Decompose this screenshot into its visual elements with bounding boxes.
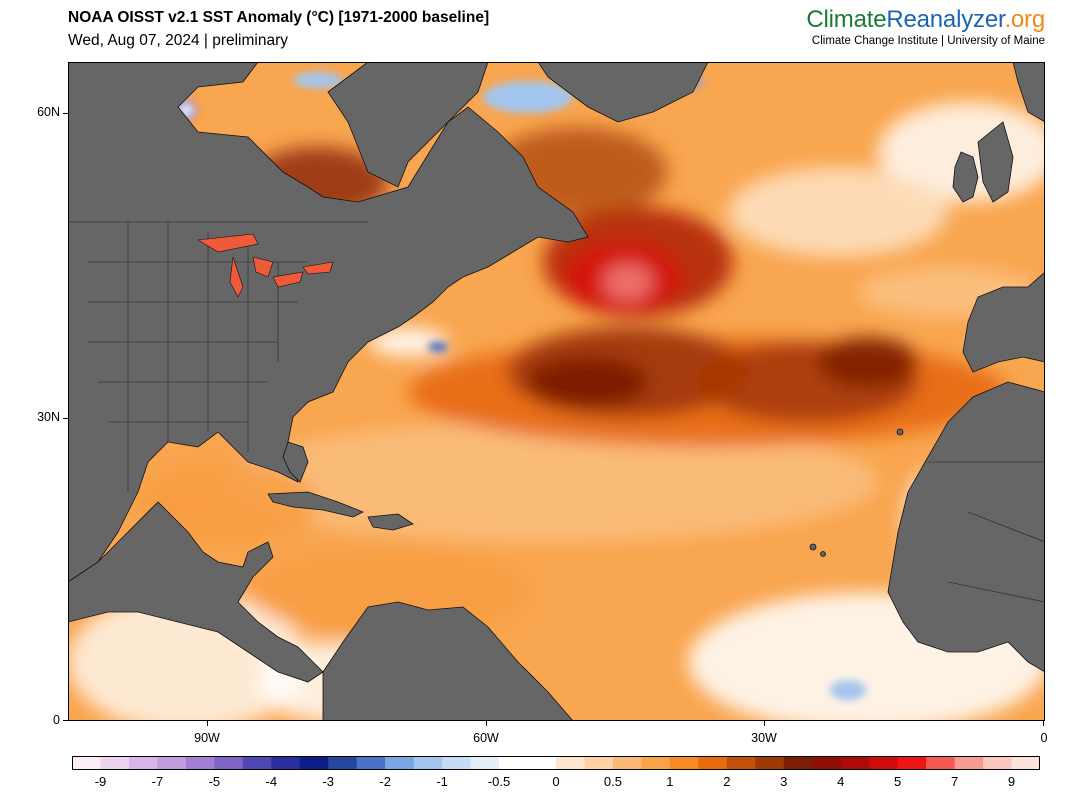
lat-tick-0 <box>63 720 68 721</box>
colorbar-swatch <box>983 756 1013 770</box>
colorbar-label: 2 <box>723 774 731 789</box>
colorbar-border <box>72 756 1040 770</box>
brand-block[interactable]: ClimateReanalyzer.org Climate Change Ins… <box>806 6 1045 47</box>
chart-title: NOAA OISST v2.1 SST Anomaly (°C) [1971-2… <box>68 9 490 26</box>
colorbar-swatch <box>584 756 614 770</box>
colorbar-label: -3 <box>322 774 335 789</box>
colorbar-swatch <box>356 756 386 770</box>
colorbar-label: 4 <box>837 774 845 789</box>
brand-logo-reanalyzer: Reanalyzer <box>886 6 1005 33</box>
colorbar-swatch <box>214 756 244 770</box>
colorbar-swatch <box>1011 756 1040 770</box>
colorbar-label: 0 <box>552 774 560 789</box>
colorbar-label: -0.5 <box>487 774 511 789</box>
colorbar-swatch <box>413 756 443 770</box>
colorbar-swatch <box>840 756 870 770</box>
colorbar-label: 5 <box>894 774 902 789</box>
lon-label-30w: 30W <box>751 731 777 745</box>
land-masses <box>68 62 1045 721</box>
colorbar-label: 9 <box>1007 774 1016 789</box>
colorbar-label: -9 <box>94 774 107 789</box>
colorbar-swatch <box>128 756 158 770</box>
colorbar-label: 0.5 <box>603 774 622 789</box>
lon-tick-90w <box>207 721 208 726</box>
colorbar-swatch <box>612 756 642 770</box>
lon-label-60w: 60W <box>473 731 499 745</box>
brand-logo-org: .org <box>1004 6 1045 33</box>
colorbar-swatch <box>869 756 899 770</box>
lon-tick-60w <box>486 721 487 726</box>
colorbar-swatch <box>897 756 927 770</box>
colorbar-swatch <box>100 756 130 770</box>
colorbar <box>72 756 1040 770</box>
colorbar-swatch <box>385 756 415 770</box>
colorbar-label: -4 <box>265 774 278 789</box>
great-lakes <box>197 233 334 298</box>
colorbar-swatch <box>926 756 956 770</box>
colorbar-swatch <box>185 756 215 770</box>
colorbar-swatch <box>499 756 529 770</box>
brand-tagline: Climate Change Institute | University of… <box>811 35 1045 47</box>
colorbar-swatch <box>812 756 842 770</box>
colorbar-swatch <box>442 756 472 770</box>
colorbar-label: 3 <box>780 774 788 789</box>
map-canvas <box>68 62 1045 721</box>
colorbar-swatch <box>698 756 728 770</box>
colorbar-label: -1 <box>436 774 448 789</box>
lat-label-0: 0 <box>53 713 60 727</box>
colorbar-swatch <box>242 756 272 770</box>
colorbar-swatch <box>641 756 671 770</box>
colorbar-swatch <box>328 756 358 770</box>
lat-label-60n: 60N <box>37 105 60 119</box>
lon-tick-0 <box>1043 721 1044 726</box>
lat-tick-60n <box>63 113 68 114</box>
brand-logo-climate: Climate <box>806 6 887 33</box>
colorbar-label: -2 <box>379 774 391 789</box>
colorbar-swatch <box>271 756 301 770</box>
lon-label-90w: 90W <box>194 731 220 745</box>
colorbar-swatch <box>783 756 813 770</box>
colorbar-swatch <box>470 756 500 770</box>
colorbar-swatch <box>954 756 984 770</box>
colorbar-swatch <box>755 756 785 770</box>
lat-tick-30n <box>63 418 68 419</box>
brand-logo[interactable]: ClimateReanalyzer.org <box>806 6 1045 34</box>
colorbar-label: -5 <box>208 774 221 789</box>
colorbar-label: 1 <box>666 774 674 789</box>
colorbar-swatch <box>556 756 585 770</box>
political-borders <box>68 221 1045 603</box>
colorbar-swatch <box>726 756 756 770</box>
lon-label-0: 0 <box>1040 731 1048 745</box>
chart-subtitle: Wed, Aug 07, 2024 | preliminary <box>68 32 289 49</box>
colorbar-swatch <box>669 756 699 770</box>
colorbar-swatch <box>157 756 187 770</box>
colorbar-swatch <box>299 756 329 770</box>
colorbar-swatch <box>527 756 557 770</box>
lon-tick-30w <box>764 721 765 726</box>
lat-label-30n: 30N <box>37 410 60 424</box>
colorbar-label: -7 <box>151 774 164 789</box>
colorbar-swatch <box>72 756 101 770</box>
colorbar-label: 7 <box>950 774 959 789</box>
sst-anomaly-map <box>68 62 1045 721</box>
